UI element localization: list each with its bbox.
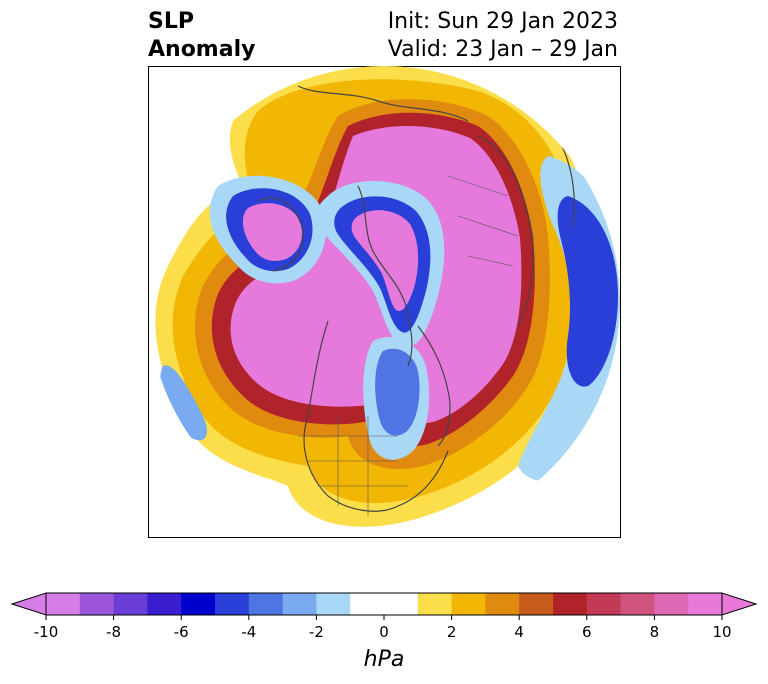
colorbar-segment (519, 593, 554, 615)
colorbar-tick-label: -10 (34, 623, 59, 641)
colorbar-segment (215, 593, 250, 615)
colorbar-segment (620, 593, 655, 615)
colorbar-tick-label: 4 (514, 623, 524, 641)
title-field: Anomaly (148, 37, 256, 62)
init-date: Init: Sun 29 Jan 2023 (387, 9, 618, 34)
colorbar-segment (248, 593, 284, 615)
colorbar-tick-label: -2 (309, 623, 324, 641)
colorbar-segment (485, 593, 520, 615)
colorbar-tick-label: 0 (379, 623, 389, 641)
colorbar-segment (417, 593, 453, 615)
colorbar-segment (181, 593, 216, 615)
colorbar: -10 -8 -6 -4 -2 0 2 4 6 8 10 hPa (10, 592, 758, 672)
colorbar-tick-label: 8 (650, 623, 660, 641)
colorbar-segment (79, 593, 115, 615)
colorbar-tick-label: -8 (106, 623, 121, 641)
state-borders (298, 175, 519, 516)
colorbar-segment (282, 593, 317, 615)
map-title: SLP Anomaly (148, 8, 255, 64)
colorbar-segment (350, 593, 385, 615)
colorbar-segment (586, 593, 622, 615)
colorbar-segment (553, 593, 588, 615)
map-dates: Init: Sun 29 Jan 2023 Valid: 23 Jan – 29… (388, 8, 618, 64)
colorbar-segment (316, 593, 351, 615)
colorbar-tick-label: 6 (582, 623, 592, 641)
negative-anomaly-america-blue (375, 348, 420, 436)
slp-anomaly-map (148, 66, 621, 538)
colorbar-segment (384, 593, 419, 615)
anomaly-field (155, 66, 620, 527)
valid-range: Valid: 23 Jan – 29 Jan (387, 37, 618, 62)
colorbar-extend-high (721, 592, 758, 616)
colorbar-tick-label: -6 (174, 623, 189, 641)
coastlines (257, 85, 575, 512)
colorbar-extend-low (10, 592, 47, 616)
colorbar-tick-label: -4 (241, 623, 256, 641)
colorbar-segments (46, 593, 723, 615)
negative-anomaly-west-core (242, 203, 303, 262)
colorbar-tick-label: 2 (447, 623, 457, 641)
colorbar-unit: hPa (364, 647, 405, 672)
negative-anomaly-east-blue (557, 196, 618, 387)
colorbar-segment (147, 593, 182, 615)
colorbar-segment (46, 593, 81, 615)
colorbar-segment (654, 593, 689, 615)
colorbar-tick-label: 10 (712, 623, 731, 641)
colorbar-ticks: -10 -8 -6 -4 -2 0 2 4 6 8 10 (34, 615, 732, 641)
colorbar-segment (451, 593, 486, 615)
colorbar-segment (113, 593, 148, 615)
negative-anomaly-southwest (160, 365, 208, 441)
title-variable: SLP (148, 9, 194, 34)
colorbar-segment (688, 593, 723, 615)
